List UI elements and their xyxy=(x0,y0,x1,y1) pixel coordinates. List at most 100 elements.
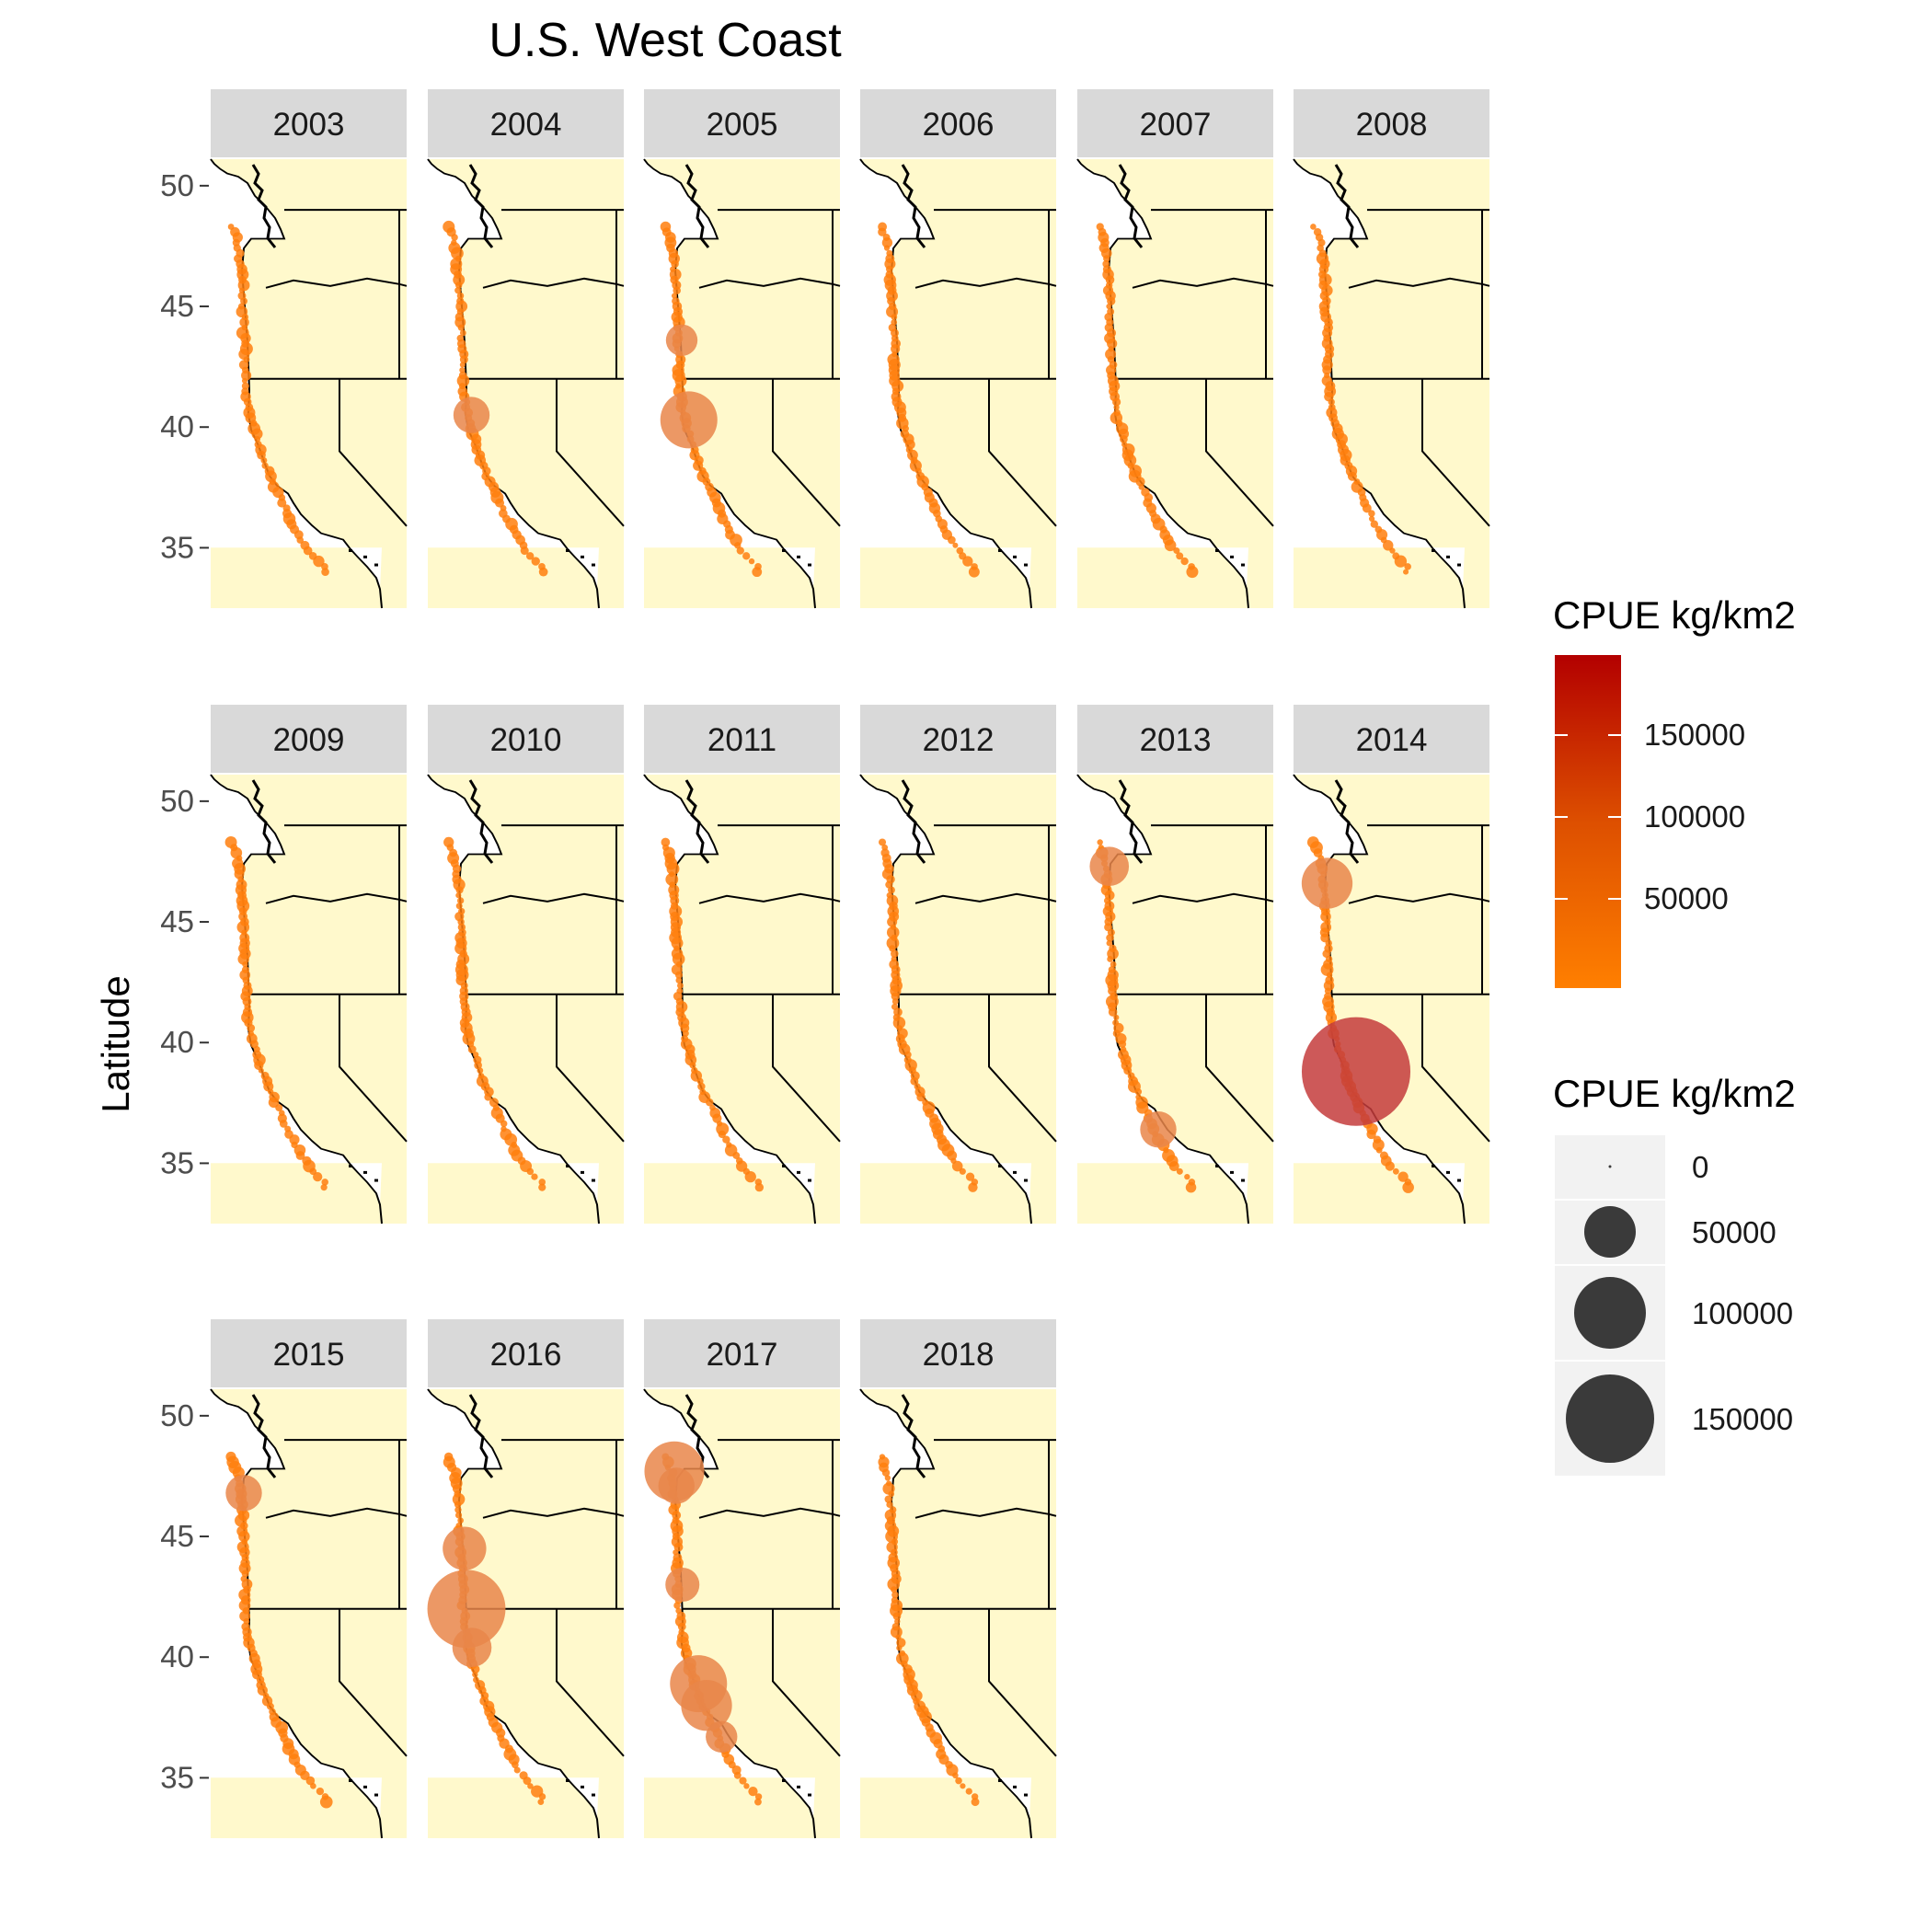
survey-point xyxy=(251,428,263,440)
survey-point xyxy=(1186,566,1199,579)
survey-point xyxy=(459,367,466,374)
survey-point xyxy=(904,1051,912,1059)
facet-label: 2013 xyxy=(1140,722,1212,758)
survey-point xyxy=(736,546,744,555)
border-ca-nv xyxy=(339,1608,408,1757)
survey-point xyxy=(321,1179,328,1186)
survey-point xyxy=(1108,1007,1118,1017)
survey-point xyxy=(1389,547,1396,554)
large-cpue-point xyxy=(665,324,698,356)
survey-point xyxy=(260,456,268,464)
y-tick-label: 35 xyxy=(160,1760,194,1794)
color-legend-label: 50000 xyxy=(1644,881,1729,915)
island xyxy=(808,1179,811,1182)
survey-point xyxy=(891,314,898,320)
facet-label: 2005 xyxy=(707,107,778,143)
survey-point xyxy=(289,1134,300,1145)
survey-point xyxy=(732,1152,741,1159)
survey-point xyxy=(911,1689,923,1702)
color-bar xyxy=(1555,655,1621,988)
survey-point xyxy=(277,498,287,508)
survey-point xyxy=(896,1645,903,1651)
survey-point xyxy=(682,1029,689,1037)
facet-panel-2015: 2015 xyxy=(210,1319,408,1839)
survey-point xyxy=(743,1783,750,1789)
survey-point xyxy=(538,1793,546,1800)
y-axes: 50 45 40 35 50 45 40 35 50 45 40 35 xyxy=(160,168,209,1794)
survey-point xyxy=(455,903,463,910)
survey-point xyxy=(960,1783,966,1789)
facet-strip xyxy=(644,89,840,157)
survey-point xyxy=(1362,503,1372,513)
puget-sound xyxy=(901,779,926,864)
ocean-area xyxy=(428,159,599,590)
island xyxy=(1230,555,1234,558)
island xyxy=(1446,555,1450,558)
survey-point xyxy=(472,1671,478,1678)
survey-point xyxy=(1397,1171,1409,1182)
facet-strip xyxy=(211,705,407,773)
survey-point xyxy=(733,1771,742,1779)
ocean-area xyxy=(211,775,382,1205)
facet-label: 2007 xyxy=(1140,107,1212,143)
survey-point xyxy=(952,542,959,548)
survey-point xyxy=(748,1786,758,1797)
border-ca-nv xyxy=(772,994,841,1143)
survey-point xyxy=(661,837,671,847)
survey-point xyxy=(671,937,684,949)
facet-panel-2017: 2017 xyxy=(643,1319,841,1839)
survey-point xyxy=(1402,1181,1414,1193)
survey-point xyxy=(1370,520,1379,528)
facet-strip xyxy=(644,1319,840,1387)
survey-point xyxy=(1101,247,1112,259)
y-tick-label: 50 xyxy=(160,168,194,202)
facet-strip xyxy=(644,705,840,773)
border-ca-nv xyxy=(1421,994,1490,1143)
survey-point xyxy=(459,362,466,368)
border-wa-or xyxy=(265,277,408,289)
survey-point xyxy=(1112,397,1121,407)
puget-sound xyxy=(901,164,926,248)
survey-point xyxy=(296,536,305,544)
survey-point xyxy=(455,886,464,894)
facet-label: 2009 xyxy=(273,722,345,758)
puget-sound xyxy=(468,779,494,864)
survey-point xyxy=(538,567,548,577)
survey-point xyxy=(1106,939,1113,947)
survey-point xyxy=(881,237,893,248)
island xyxy=(349,1778,352,1782)
border-wa-or xyxy=(914,277,1057,289)
survey-point xyxy=(313,555,325,568)
border-wa-or xyxy=(482,1507,625,1519)
island xyxy=(1013,1170,1017,1174)
puget-sound xyxy=(1118,779,1144,864)
size-key-circle xyxy=(1584,1206,1636,1258)
facet-panel-2009: 2009 xyxy=(210,705,408,1225)
survey-point xyxy=(965,1172,975,1181)
size-key-circle xyxy=(1608,1165,1612,1168)
survey-point xyxy=(319,1795,333,1809)
survey-point xyxy=(689,1062,696,1069)
survey-point xyxy=(454,1506,462,1513)
survey-point xyxy=(1368,515,1375,523)
survey-point xyxy=(258,1067,264,1074)
survey-point xyxy=(239,317,249,328)
survey-point xyxy=(971,1798,980,1807)
survey-point xyxy=(1118,1040,1127,1048)
survey-point xyxy=(457,324,465,331)
survey-point xyxy=(1184,1173,1190,1180)
survey-point xyxy=(1313,848,1323,857)
facet-strip xyxy=(211,89,407,157)
puget-sound xyxy=(468,1394,494,1478)
large-cpue-point xyxy=(443,1526,487,1570)
border-wa-or xyxy=(698,892,841,904)
survey-point xyxy=(1123,1066,1133,1075)
survey-point xyxy=(247,1024,256,1032)
island xyxy=(363,1170,367,1174)
facet-strip xyxy=(428,705,624,773)
border-wa-or xyxy=(914,1507,1057,1519)
survey-point xyxy=(242,996,252,1006)
border-ca-nv xyxy=(339,378,408,527)
facet-panel-2006: 2006 xyxy=(859,89,1057,609)
survey-point xyxy=(748,558,755,565)
